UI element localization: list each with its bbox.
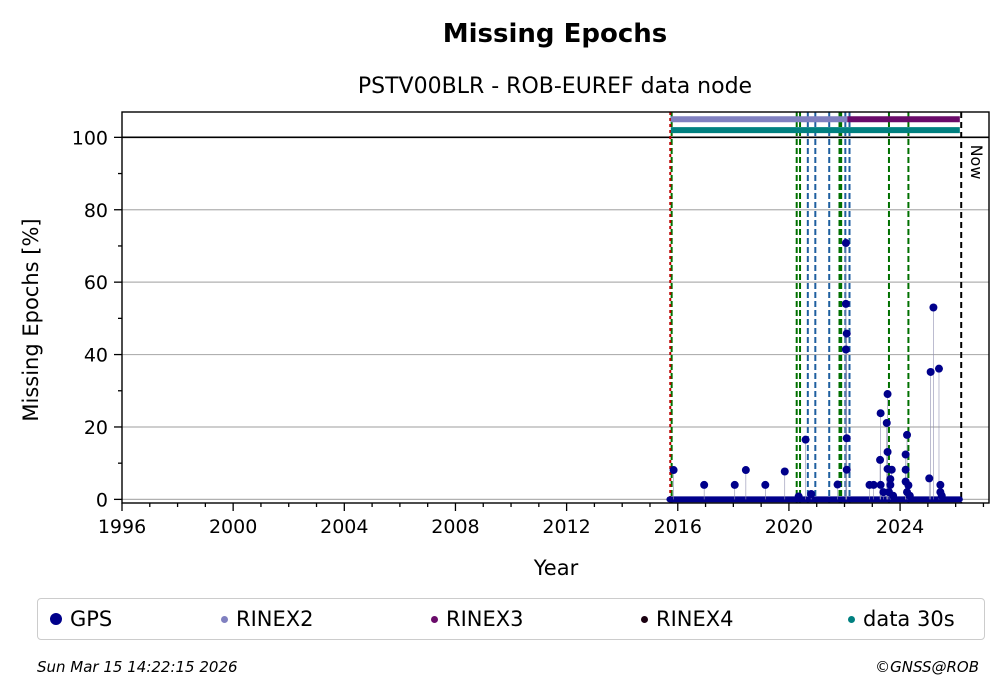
y-tick-label: 60 — [84, 272, 108, 294]
gps-point — [889, 491, 898, 500]
gps-point — [886, 475, 895, 484]
gps-point — [869, 480, 878, 489]
gps-point — [882, 418, 891, 427]
gps-point — [876, 455, 885, 464]
chart-title: Missing Epochs — [443, 19, 667, 49]
legend-rinex4-marker — [641, 615, 648, 623]
x-tick-label: 2020 — [765, 516, 813, 538]
x-axis-label: Year — [533, 556, 579, 580]
gps-point — [833, 480, 842, 489]
gps-point — [901, 465, 910, 474]
y-tick-label: 100 — [72, 127, 108, 149]
gps-point — [901, 450, 910, 459]
gps-point — [926, 367, 935, 376]
footer-copyright: ©GNSS@ROB — [875, 658, 979, 676]
x-tick-label: 2016 — [654, 516, 702, 538]
gps-point — [934, 364, 943, 373]
y-tick-label: 40 — [84, 345, 108, 367]
legend-gps-marker — [50, 613, 62, 625]
footer-timestamp: Sun Mar 15 14:22:15 2026 — [37, 658, 238, 676]
legend: GPS RINEX2 RINEX3 RINEX4 data 30s — [37, 598, 985, 640]
gps-point — [842, 434, 851, 443]
gps-point — [761, 480, 770, 489]
x-tick-label: 2024 — [876, 516, 924, 538]
legend-rinex3-marker — [431, 615, 438, 623]
gps-point — [700, 480, 709, 489]
gps-point — [903, 430, 912, 439]
gps-point — [936, 480, 945, 489]
gps-point — [904, 481, 913, 490]
gps-point — [876, 409, 885, 418]
x-tick-label: 1996 — [98, 516, 146, 538]
legend-rinex4-label: RINEX4 — [656, 607, 734, 631]
gps-point — [876, 480, 885, 489]
chart-subtitle: PSTV00BLR - ROB-EUREF data node — [358, 74, 752, 99]
gps-point — [730, 480, 739, 489]
legend-rinex3-label: RINEX3 — [446, 607, 524, 631]
x-tick-label: 2000 — [209, 516, 257, 538]
gps-point — [841, 239, 850, 248]
gps-point — [887, 465, 896, 474]
gps-point — [669, 466, 678, 475]
y-tick-label: 0 — [96, 489, 108, 511]
gps-point — [741, 466, 750, 475]
gps-point — [929, 303, 938, 312]
gps-point — [842, 329, 851, 338]
y-tick-label: 20 — [84, 417, 108, 439]
gps-point — [801, 435, 810, 444]
gps-point — [842, 465, 851, 474]
gps-point — [883, 390, 892, 399]
missing-epochs-chart: Missing Epochs PSTV00BLR - ROB-EUREF dat… — [19, 19, 990, 580]
gps-point — [883, 447, 892, 456]
legend-item-rinex3: RINEX3 — [431, 599, 524, 639]
legend-item-gps: GPS — [50, 599, 112, 639]
legend-item-rinex2: RINEX2 — [221, 599, 314, 639]
legend-data30s-label: data 30s — [863, 607, 955, 631]
gps-point — [841, 345, 850, 354]
x-tick-label: 2012 — [542, 516, 590, 538]
plot-frame — [121, 111, 990, 504]
gps-point — [925, 474, 934, 483]
gps-point — [794, 492, 803, 501]
x-tick-label: 2004 — [320, 516, 368, 538]
y-axis-label: Missing Epochs [%] — [19, 218, 43, 421]
now-label: Now — [967, 145, 986, 180]
gps-point — [886, 480, 895, 489]
gps-point — [807, 489, 816, 498]
legend-rinex2-marker — [221, 615, 228, 623]
legend-item-rinex4: RINEX4 — [641, 599, 734, 639]
gps-point — [780, 467, 789, 476]
gps-point — [937, 491, 946, 500]
legend-gps-label: GPS — [70, 607, 113, 631]
gps-point — [905, 491, 914, 500]
x-tick-label: 2008 — [431, 516, 479, 538]
legend-item-data30s: data 30s — [848, 599, 955, 639]
gps-point — [879, 488, 888, 497]
legend-data30s-marker — [848, 615, 855, 623]
y-tick-label: 80 — [84, 200, 108, 222]
legend-rinex2-label: RINEX2 — [236, 607, 314, 631]
gps-point — [841, 299, 850, 308]
